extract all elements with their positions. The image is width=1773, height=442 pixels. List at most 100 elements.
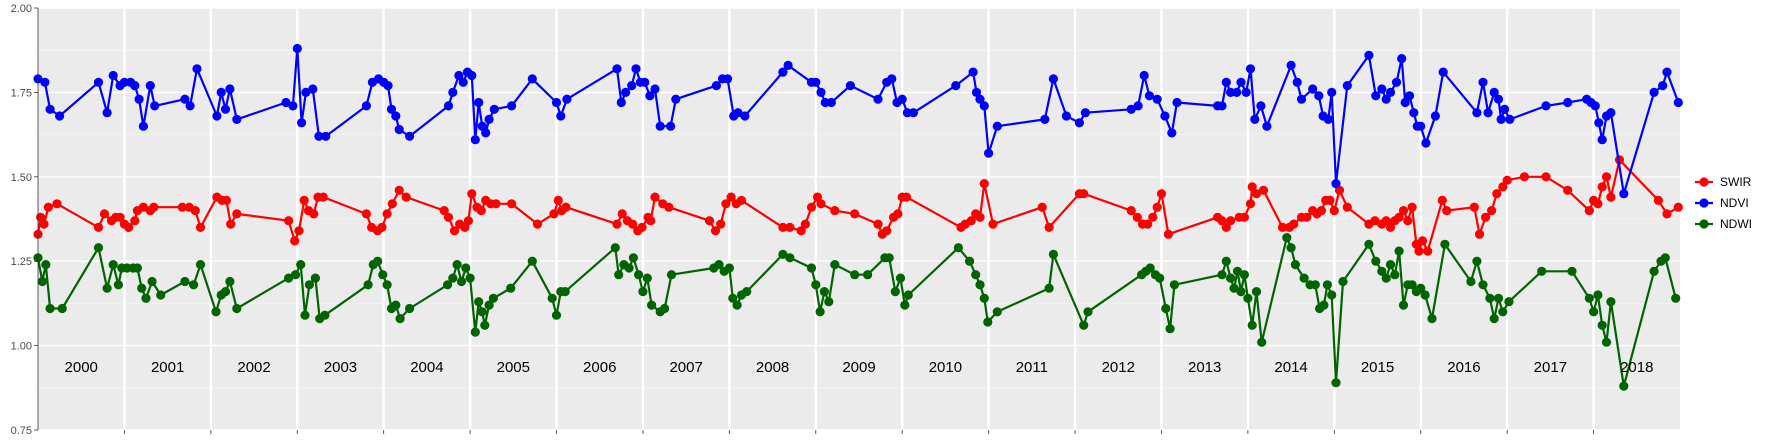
data-point-ndvi bbox=[1364, 50, 1374, 60]
data-point-ndwi bbox=[660, 303, 670, 314]
data-point-ndvi bbox=[666, 121, 676, 131]
data-point-ndvi bbox=[1167, 128, 1177, 138]
data-point-ndvi bbox=[1400, 97, 1410, 108]
data-point-swir bbox=[309, 209, 319, 219]
data-point-swir bbox=[1245, 199, 1256, 209]
data-point-ndwi bbox=[1079, 320, 1089, 330]
data-point-ndwi bbox=[971, 270, 981, 280]
legend-label: NDVI bbox=[1720, 196, 1749, 210]
data-point-swir bbox=[1217, 216, 1227, 226]
data-point-ndvi bbox=[951, 81, 961, 91]
data-point-ndvi bbox=[484, 114, 494, 124]
data-point-swir bbox=[612, 219, 622, 229]
data-point-ndvi bbox=[448, 87, 458, 97]
data-point-ndwi bbox=[1243, 293, 1253, 303]
data-point-swir bbox=[966, 216, 976, 226]
year-label: 2005 bbox=[497, 359, 530, 376]
data-point-ndwi bbox=[1671, 293, 1681, 303]
axes: 0.75 1.00 1.25 1.50 1.75 2.00 bbox=[11, 3, 1594, 437]
data-point-ndvi bbox=[1241, 87, 1251, 97]
data-point-ndwi bbox=[903, 290, 913, 300]
data-point-ndwi bbox=[102, 283, 112, 293]
major-gridlines bbox=[38, 7, 1680, 431]
data-point-swir bbox=[93, 222, 104, 232]
data-point-ndwi bbox=[728, 293, 738, 303]
year-label: 2003 bbox=[324, 359, 357, 376]
data-point-swir bbox=[232, 209, 242, 219]
data-point-swir bbox=[664, 202, 674, 212]
data-point-ndwi bbox=[132, 263, 142, 273]
legend-key-point bbox=[1699, 219, 1709, 229]
data-point-ndwi bbox=[1236, 287, 1246, 297]
data-point-swir bbox=[1519, 172, 1529, 182]
data-point-ndvi bbox=[655, 121, 665, 131]
data-point-ndwi bbox=[724, 263, 735, 273]
data-point-swir bbox=[299, 195, 309, 205]
year-label: 2012 bbox=[1102, 359, 1135, 376]
data-point-ndvi bbox=[1541, 101, 1551, 111]
data-point-ndwi bbox=[1286, 243, 1296, 253]
data-point-ndvi bbox=[616, 97, 626, 108]
data-point-ndwi bbox=[484, 300, 494, 310]
data-point-ndwi bbox=[1394, 246, 1404, 256]
legend-label: SWIR bbox=[1720, 175, 1752, 189]
data-point-ndwi bbox=[1498, 307, 1508, 317]
data-point-ndvi bbox=[45, 104, 55, 114]
data-point-ndvi bbox=[975, 94, 985, 104]
data-point-ndwi bbox=[405, 303, 415, 314]
year-label: 2002 bbox=[237, 359, 270, 376]
data-point-swir bbox=[1481, 212, 1491, 222]
legend: SWIR NDVI NDWI bbox=[1695, 175, 1752, 231]
legend-item-ndvi: NDVI bbox=[1695, 196, 1749, 210]
data-point-ndvi bbox=[1040, 114, 1050, 124]
data-point-ndwi bbox=[1169, 280, 1179, 290]
data-point-ndvi bbox=[984, 148, 994, 158]
data-point-swir bbox=[401, 192, 411, 202]
data-point-ndvi bbox=[321, 131, 331, 141]
data-point-ndvi bbox=[308, 84, 318, 94]
data-point-ndvi bbox=[992, 121, 1002, 131]
data-point-swir bbox=[195, 222, 206, 232]
data-point-ndwi bbox=[1649, 266, 1659, 276]
data-point-ndwi bbox=[1257, 337, 1267, 347]
data-point-ndvi bbox=[1245, 64, 1256, 74]
data-point-ndvi bbox=[631, 64, 641, 74]
data-point-swir bbox=[476, 206, 486, 216]
data-point-swir bbox=[507, 199, 517, 209]
data-point-swir bbox=[553, 195, 563, 205]
data-point-ndwi bbox=[41, 260, 51, 270]
data-point-swir bbox=[979, 179, 989, 189]
data-point-swir bbox=[1398, 206, 1409, 216]
data-point-swir bbox=[1662, 209, 1672, 219]
data-point-ndvi bbox=[458, 77, 468, 87]
data-point-ndwi bbox=[1338, 276, 1348, 287]
data-point-ndvi bbox=[1505, 114, 1515, 124]
data-point-ndvi bbox=[740, 111, 750, 121]
y-tick-label: 1.25 bbox=[11, 256, 32, 268]
data-point-swir bbox=[138, 202, 148, 212]
data-point-ndwi bbox=[180, 276, 190, 287]
data-point-swir bbox=[1541, 172, 1551, 182]
data-point-swir bbox=[736, 195, 747, 205]
data-point-ndvi bbox=[1232, 87, 1242, 97]
data-point-ndwi bbox=[290, 270, 301, 280]
data-point-swir bbox=[637, 222, 647, 232]
data-point-ndwi bbox=[310, 273, 320, 283]
data-point-ndwi bbox=[506, 283, 516, 293]
data-point-ndwi bbox=[1155, 273, 1165, 283]
data-point-ndwi bbox=[811, 280, 821, 290]
data-point-swir bbox=[628, 219, 638, 229]
data-point-ndvi bbox=[1493, 94, 1504, 104]
data-point-ndvi bbox=[1250, 114, 1260, 124]
data-point-ndvi bbox=[1500, 104, 1510, 114]
data-point-swir bbox=[39, 219, 49, 229]
data-point-ndvi bbox=[185, 101, 195, 111]
data-point-ndwi bbox=[815, 307, 825, 317]
data-point-ndwi bbox=[1493, 293, 1504, 303]
legend-key-point bbox=[1699, 177, 1709, 187]
data-point-ndwi bbox=[477, 307, 487, 317]
year-label: 2018 bbox=[1620, 359, 1653, 376]
data-point-ndvi bbox=[1292, 77, 1302, 87]
data-point-swir bbox=[1152, 202, 1162, 212]
data-point-ndvi bbox=[551, 97, 562, 108]
